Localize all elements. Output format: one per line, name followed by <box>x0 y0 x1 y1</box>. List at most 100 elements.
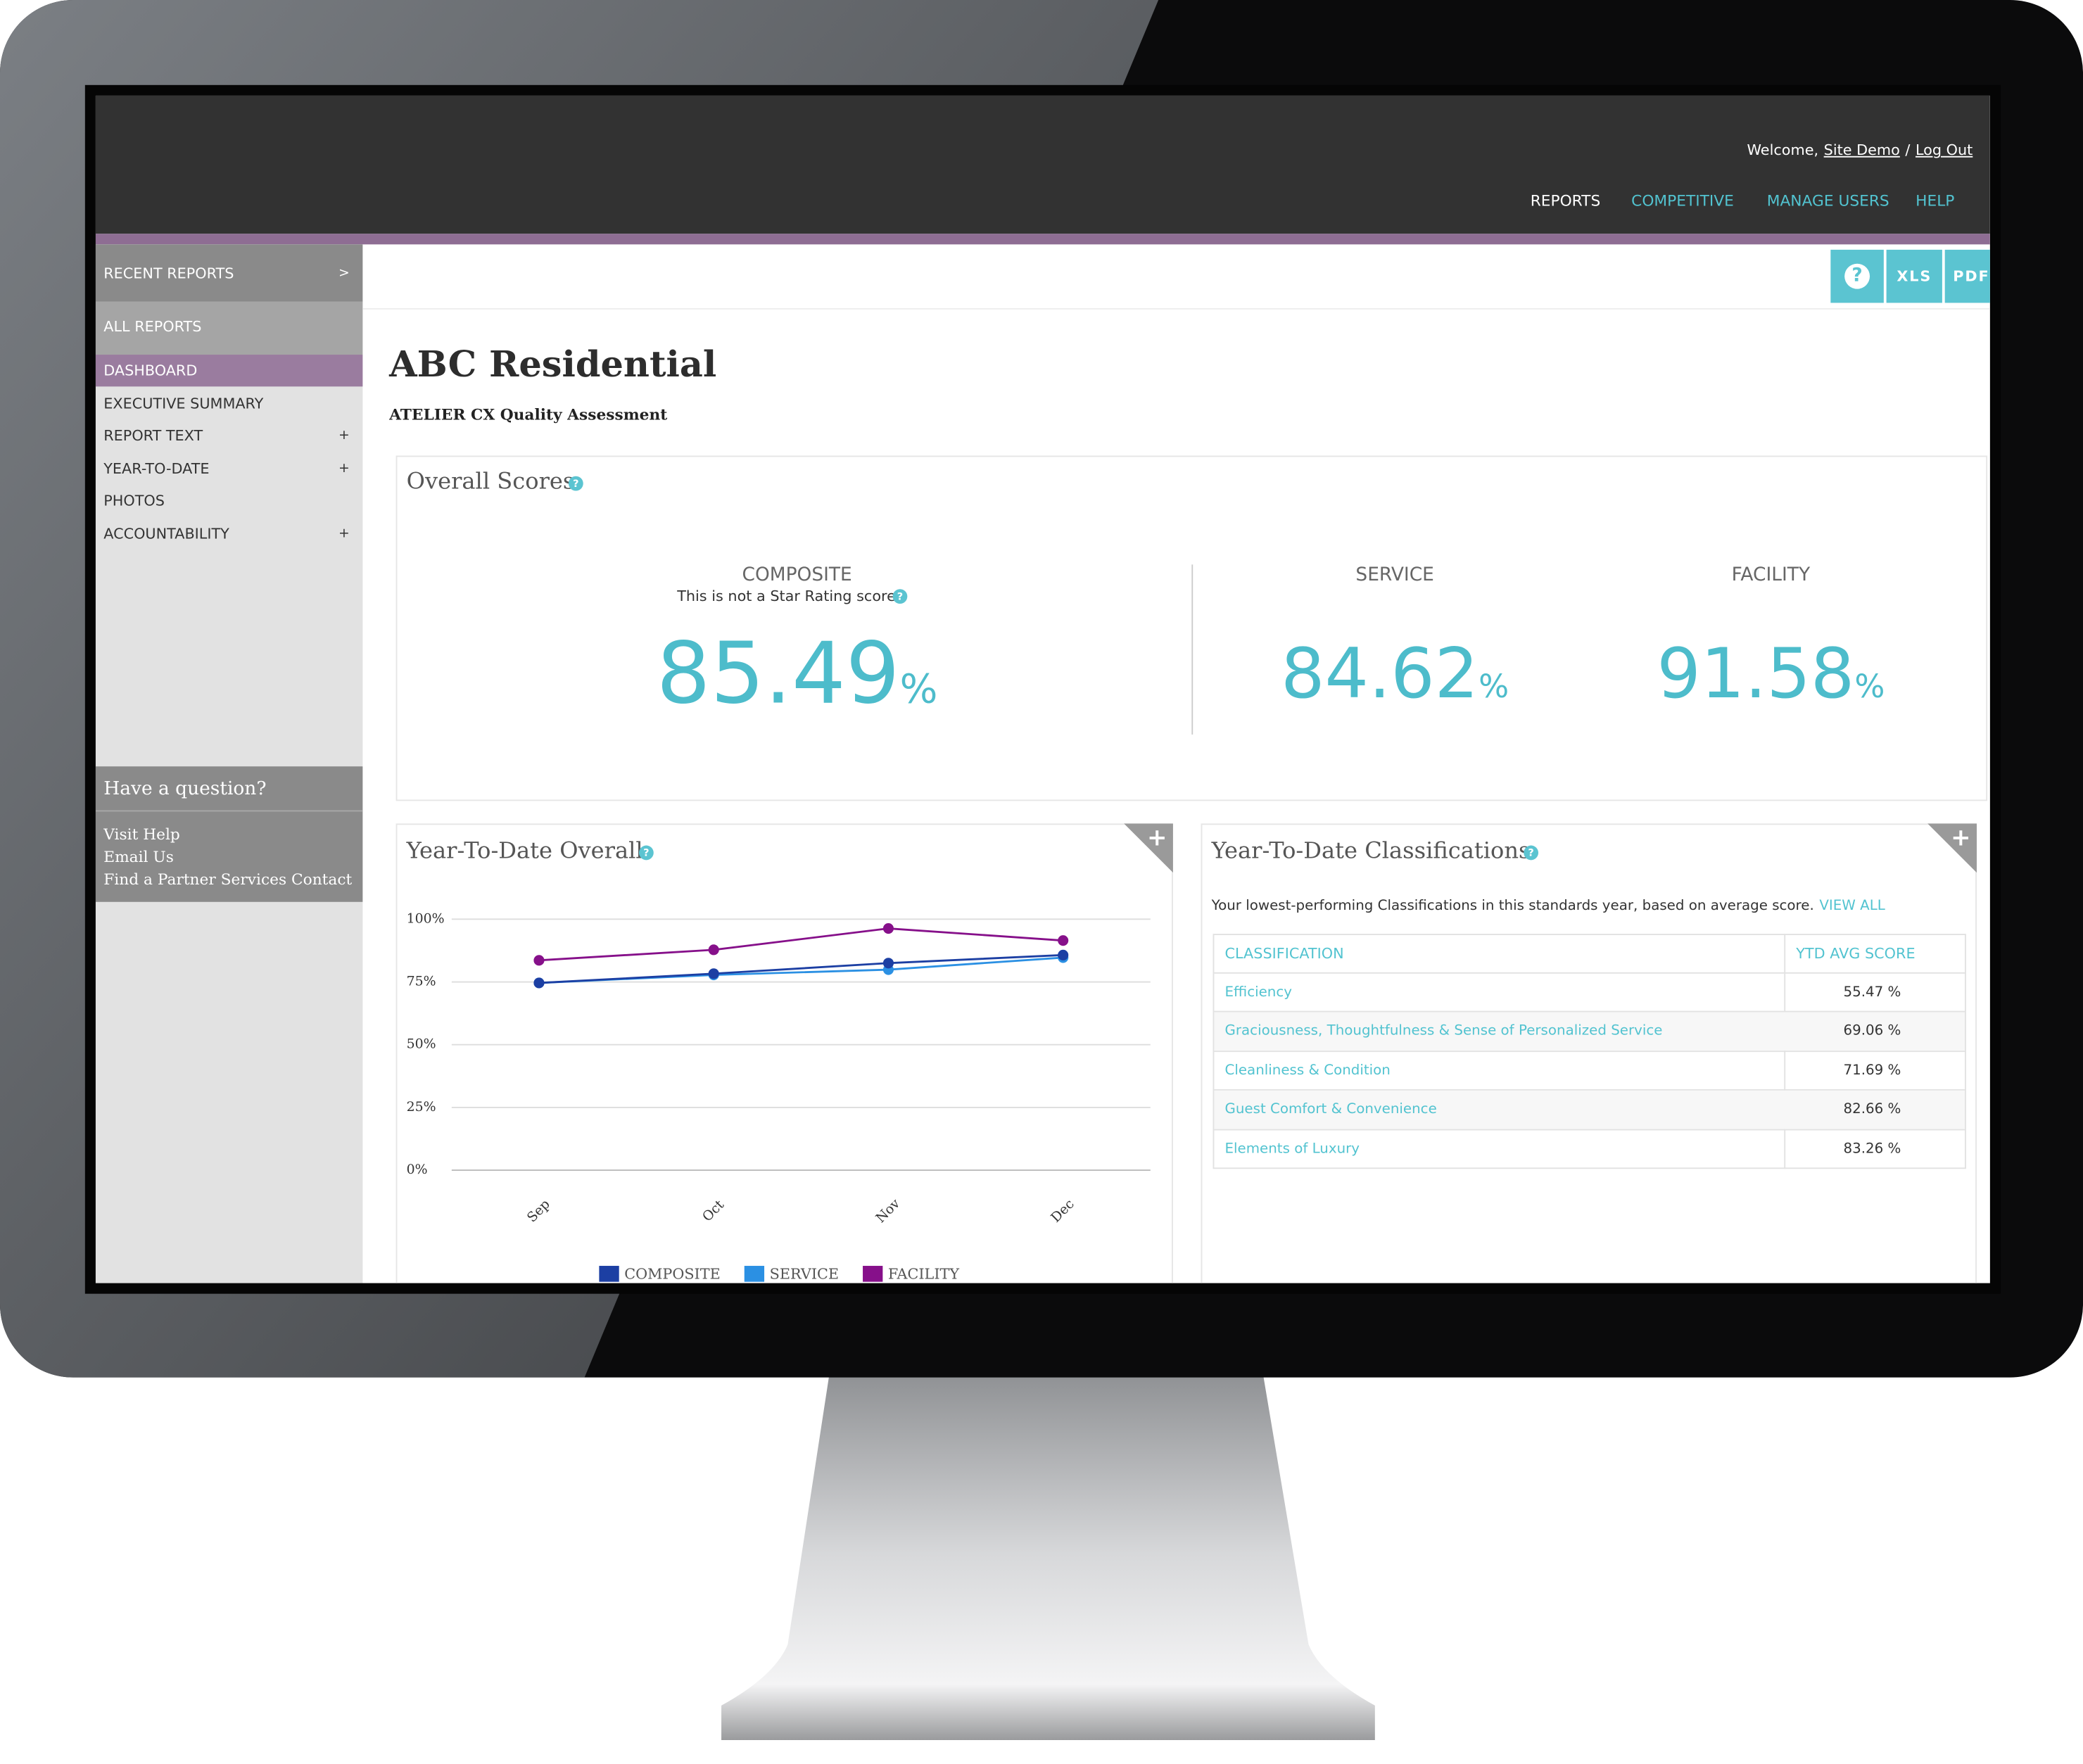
help-link[interactable]: Find a Partner Services Contact <box>103 870 353 889</box>
sidebar-expand[interactable]: > <box>338 266 350 281</box>
help-link[interactable]: Email Us <box>103 847 174 866</box>
nav-item[interactable]: COMPETITIVE <box>1631 191 1734 210</box>
expand-icon[interactable]: + <box>1951 824 1971 852</box>
screen-content: Welcome, Site Demo / Log Out REPORTS COMPETIT… <box>95 95 1990 1283</box>
sidebar-expand[interactable]: + <box>338 526 350 542</box>
sidebar-item[interactable]: YEAR-TO-DATE <box>103 460 210 478</box>
classification-name[interactable]: Elements of Luxury <box>1224 1140 1360 1157</box>
classification-name[interactable]: Graciousness, Thoughtfulness & Sense of … <box>1224 1023 1663 1039</box>
page-subtitle: ATELIER CX Quality Assessment <box>389 405 668 424</box>
sidebar-item[interactable]: RECENT REPORTS <box>103 265 234 283</box>
legend-label: COMPOSITE <box>624 1266 721 1283</box>
score: 85.49% <box>657 626 938 724</box>
y-tick-label: 25% <box>407 1099 436 1115</box>
data-point <box>533 955 545 966</box>
sidebar-item[interactable]: EXECUTIVE SUMMARY <box>103 395 264 413</box>
data-point <box>882 922 894 934</box>
panel <box>1201 823 1977 1283</box>
panel-title: Year-To-Date Classifications <box>1211 838 1531 865</box>
series-line <box>538 927 1063 962</box>
legend-swatch <box>744 1266 765 1282</box>
panel-corner <box>1124 823 1173 873</box>
score-unit: % <box>1854 668 1885 706</box>
legend-swatch <box>863 1266 883 1282</box>
page-title: ABC Residential <box>389 344 717 386</box>
description-text: Your lowest-performing Classifications i… <box>1211 898 1814 914</box>
score-label: FACILITY <box>1731 564 1811 586</box>
sidebar-expand[interactable]: + <box>338 461 350 476</box>
description: Your lowest-performing Classifications i… <box>1212 898 1885 914</box>
classification-score: 71.69 % <box>1843 1062 1901 1079</box>
classification-score: 82.66 % <box>1843 1101 1901 1117</box>
toolbar-button-label[interactable]: ? <box>1844 263 1870 289</box>
classification-score: 83.26 % <box>1843 1140 1901 1157</box>
column-header[interactable]: CLASSIFICATION <box>1224 945 1344 963</box>
series-line <box>538 953 1063 984</box>
help-link[interactable]: Visit Help <box>103 825 180 844</box>
y-tick-label: 75% <box>407 974 436 989</box>
sidebar-item[interactable]: DASHBOARD <box>103 362 198 379</box>
y-tick-label: 0% <box>407 1162 428 1177</box>
sidebar-row-bg <box>95 301 363 355</box>
nav-item[interactable]: MANAGE USERS <box>1766 191 1889 210</box>
data-point <box>708 968 719 979</box>
data-point <box>882 958 894 969</box>
sidebar-item[interactable]: ALL REPORTS <box>103 318 202 336</box>
toolbar-button <box>1886 249 1942 303</box>
help-icon[interactable]: ? <box>892 589 908 604</box>
help-icon[interactable]: ? <box>1524 845 1539 861</box>
nav-item[interactable]: HELP <box>1916 191 1955 210</box>
panel-title: Overall Scores <box>406 469 575 496</box>
toolbar-button-label[interactable]: PDF <box>1953 267 1990 285</box>
legend-label: SERVICE <box>770 1266 839 1283</box>
score: 91.58% <box>1657 635 1885 714</box>
nav-item[interactable]: REPORTS <box>1530 191 1601 210</box>
accent-bar <box>95 234 1990 245</box>
sidebar-item[interactable]: REPORT TEXT <box>103 426 203 445</box>
sidebar-expand[interactable]: + <box>338 428 350 443</box>
panel <box>395 823 1173 1283</box>
data-point <box>708 944 719 956</box>
classification-name[interactable]: Guest Comfort & Convenience <box>1224 1101 1437 1117</box>
separator: / <box>1905 141 1911 159</box>
sidebar <box>95 244 363 1283</box>
help-icon[interactable]: ? <box>639 845 654 861</box>
score-label: COMPOSITE <box>742 564 852 586</box>
classification-score: 55.47 % <box>1843 984 1901 1001</box>
help-box <box>95 766 363 902</box>
view-all-link[interactable]: VIEW ALL <box>1819 898 1885 914</box>
screen: Welcome, Site Demo / Log Out REPORTS COMPETIT… <box>95 95 1990 1283</box>
row-divider <box>1213 1089 1966 1091</box>
score-unit: % <box>899 666 938 713</box>
sidebar-item[interactable]: ACCOUNTABILITY <box>103 525 229 543</box>
help-icon[interactable]: ? <box>568 476 583 491</box>
welcome: Welcome, Site Demo / Log Out <box>1747 141 1973 159</box>
row-divider <box>1213 1050 1966 1052</box>
logout-link[interactable]: Log Out <box>1915 141 1973 159</box>
column-header[interactable]: YTD AVG SCORE <box>1796 945 1916 963</box>
panel-title: Year-To-Date Overall <box>406 838 643 865</box>
toolbar-line <box>362 307 1990 310</box>
toolbar-button-label[interactable]: XLS <box>1897 267 1932 285</box>
welcome-text: Welcome, <box>1747 141 1819 159</box>
classification-score: 69.06 % <box>1843 1023 1901 1039</box>
sidebar-item[interactable]: PHOTOS <box>103 492 165 509</box>
sidebar-row-bg <box>95 355 363 387</box>
y-tick-label: 100% <box>407 910 445 926</box>
score-value: 91.58 <box>1657 635 1855 715</box>
sidebar-row-bg <box>95 244 363 302</box>
expand-icon[interactable]: + <box>1146 824 1167 852</box>
user-link[interactable]: Site Demo <box>1823 141 1900 159</box>
classification-name[interactable]: Cleanliness & Condition <box>1224 1062 1391 1079</box>
panel-corner <box>1927 823 1977 873</box>
x-tick-label: Oct <box>699 1197 728 1225</box>
score: 84.62% <box>1281 635 1509 714</box>
classification-name[interactable]: Efficiency <box>1224 984 1292 1001</box>
score-note: This is not a Star Rating score <box>677 588 896 605</box>
overall-panel <box>395 455 1988 801</box>
score-label: SERVICE <box>1355 564 1434 586</box>
y-tick-label: 50% <box>407 1036 436 1052</box>
score-value: 84.62 <box>1281 635 1479 715</box>
row-stripe <box>1214 1013 1965 1051</box>
